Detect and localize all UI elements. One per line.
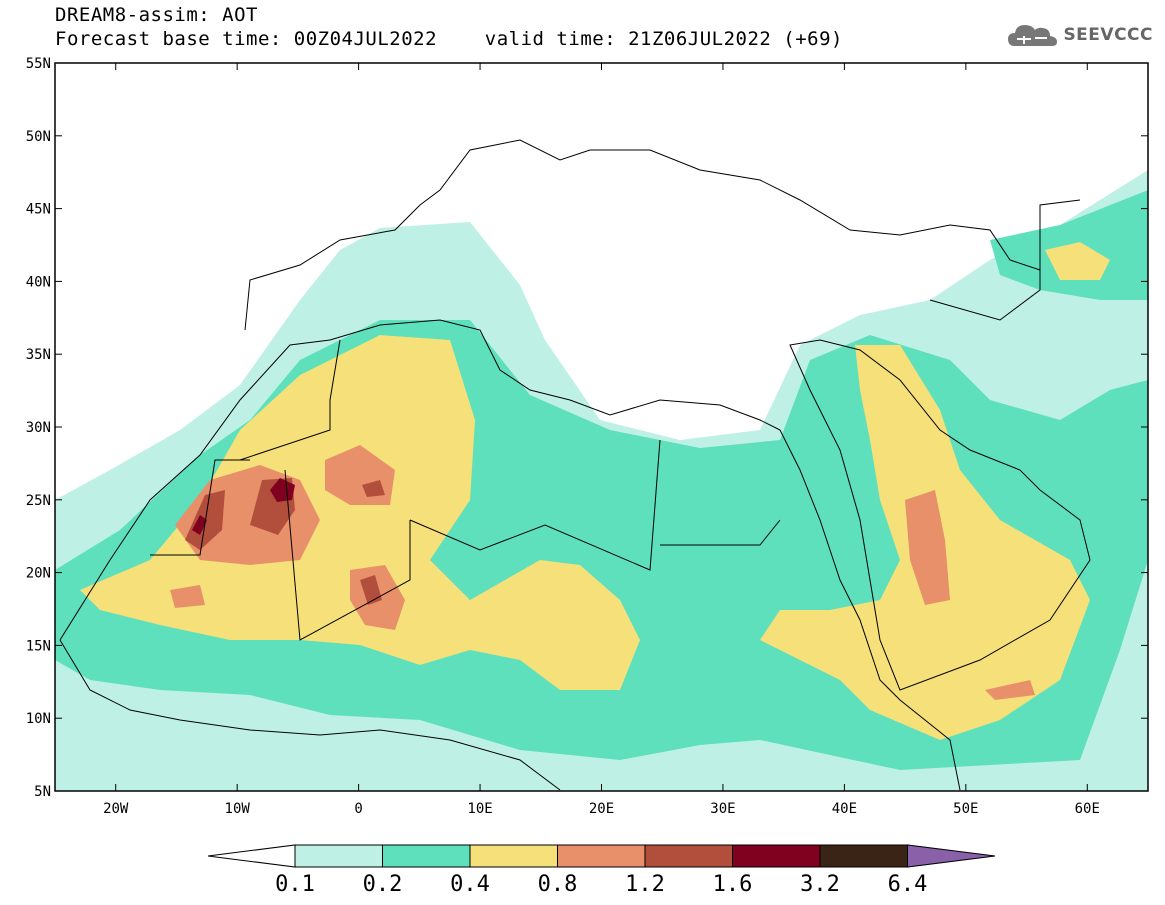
- colorbar-label: 0.1: [275, 872, 315, 897]
- aot-band-0.4: [80, 335, 640, 690]
- lat-tick-label: 10N: [26, 711, 51, 727]
- colorbar-label: 0.8: [538, 872, 578, 897]
- lat-tick-label: 50N: [26, 129, 51, 145]
- aot-band-1.2-c: [360, 575, 382, 605]
- coastline-red-sea-west: [779, 429, 961, 791]
- colorbar: 0.1 0.2 0.4 0.8 1.2 1.6 3.2 6.4: [207, 844, 996, 897]
- lon-tick-label: 20E: [589, 801, 614, 817]
- lat-tick-label: 15N: [26, 638, 51, 654]
- lon-tick-label: 50E: [953, 801, 978, 817]
- colorbar-label: 1.6: [713, 872, 753, 897]
- colorbar-swatch: [469, 844, 558, 868]
- coastline-west-africa: [59, 639, 561, 791]
- lon-tick-label: 40E: [832, 801, 857, 817]
- colorbar-swatch: [732, 844, 821, 868]
- lat-tick-label: 40N: [26, 274, 51, 290]
- aot-band-0.8-f: [170, 585, 205, 608]
- aot-band-1.2-d: [362, 480, 385, 497]
- border-1: [239, 339, 341, 461]
- border-3: [284, 469, 411, 641]
- aot-band-1.6: [270, 478, 295, 502]
- colorbar-swatch: [294, 844, 383, 868]
- colorbar-swatch: [644, 844, 733, 868]
- colorbar-label: 6.4: [888, 872, 928, 897]
- coastline-north-africa: [59, 319, 781, 641]
- lat-tick-label: 45N: [26, 202, 51, 218]
- coastlines: [59, 139, 1091, 791]
- forecast-time-line: Forecast base time: 00Z04JUL2022 valid t…: [55, 28, 843, 50]
- lon-tick-label: 0: [354, 801, 362, 817]
- aot-band-0.4-caspian: [1045, 242, 1110, 280]
- lon-tick-label: 30E: [710, 801, 735, 817]
- colorbar-swatch: [557, 844, 646, 868]
- aot-band-0.8-e: [985, 680, 1035, 700]
- longitude-axis: 20W 10W 0 10E 20E 30E 40E 50E 60E: [103, 63, 1100, 817]
- border-4: [660, 519, 781, 546]
- logo-text: SEEVCCC: [1063, 25, 1153, 45]
- lon-tick-label: 20W: [103, 801, 129, 817]
- cloud-icon: [1008, 25, 1058, 46]
- lon-tick-label: 10W: [225, 801, 251, 817]
- lat-tick-label: 35N: [26, 347, 51, 363]
- lon-tick-label: 60E: [1075, 801, 1100, 817]
- colorbar-label: 0.4: [450, 872, 490, 897]
- lat-tick-label: 20N: [26, 566, 51, 582]
- colorbar-arrow-high: [907, 844, 996, 868]
- colorbar-arrow-low: [207, 844, 296, 868]
- map-title: DREAM8-assim: AOT: [55, 4, 258, 26]
- colorbar-swatch: [382, 844, 471, 868]
- lon-tick-label: 10E: [467, 801, 492, 817]
- coastline-europe: [244, 139, 1041, 331]
- latitude-axis: 55N 50N 45N 40N 35N 30N 25N 20N 15N 10N 5N: [26, 56, 1148, 800]
- coastline-arabia: [789, 339, 1091, 691]
- aot-band-0.8-d: [905, 490, 950, 605]
- aot-field: [55, 170, 1148, 791]
- colorbar-label: 1.2: [625, 872, 665, 897]
- lat-tick-label: 55N: [26, 56, 51, 72]
- aot-band-1.6-b: [192, 515, 207, 535]
- lat-tick-label: 25N: [26, 493, 51, 509]
- border-2: [409, 439, 661, 571]
- border-6: [929, 199, 1081, 321]
- lat-tick-label: 5N: [34, 784, 51, 800]
- lat-tick-label: 30N: [26, 420, 51, 436]
- colorbar-swatch: [819, 844, 908, 868]
- colorbar-label: 3.2: [800, 872, 840, 897]
- border-5: [150, 459, 250, 556]
- colorbar-label: 0.2: [363, 872, 403, 897]
- seevccc-logo: SEEVCCC: [1007, 22, 1153, 48]
